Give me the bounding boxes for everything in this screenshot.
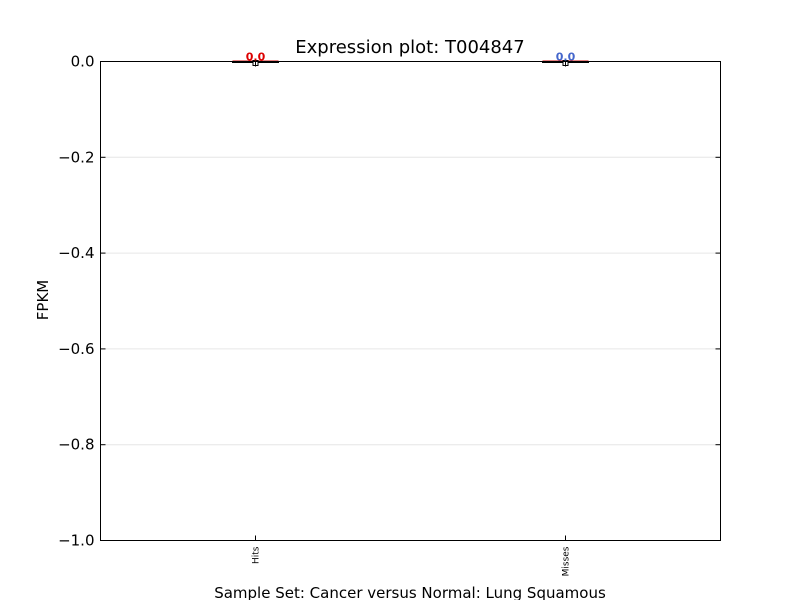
mean-value-label: 0.0 [556,51,576,64]
y-tick-label: −0.8 [58,436,94,454]
x-tick-label: Hits [252,546,262,564]
x-axis-label: Sample Set: Cancer versus Normal: Lung S… [214,584,606,600]
mean-value-label: 0.0 [246,51,266,64]
y-tick-label: −1.0 [58,532,94,550]
plot-frame [100,61,721,541]
y-axis: 0.0 −0.2 −0.4 −0.6 −0.8 −1.0 [58,53,721,550]
y-tick-label: −0.2 [58,148,94,166]
x-axis: Hits Misses [252,61,572,576]
x-tick-label: Misses [562,546,572,576]
y-axis-label: FPKM [34,280,52,320]
chart-title: Expression plot: T004847 [295,37,524,58]
y-tick-label: −0.6 [58,340,94,358]
y-tick-label: 0.0 [71,53,95,71]
y-tick-label: −0.4 [58,244,94,262]
